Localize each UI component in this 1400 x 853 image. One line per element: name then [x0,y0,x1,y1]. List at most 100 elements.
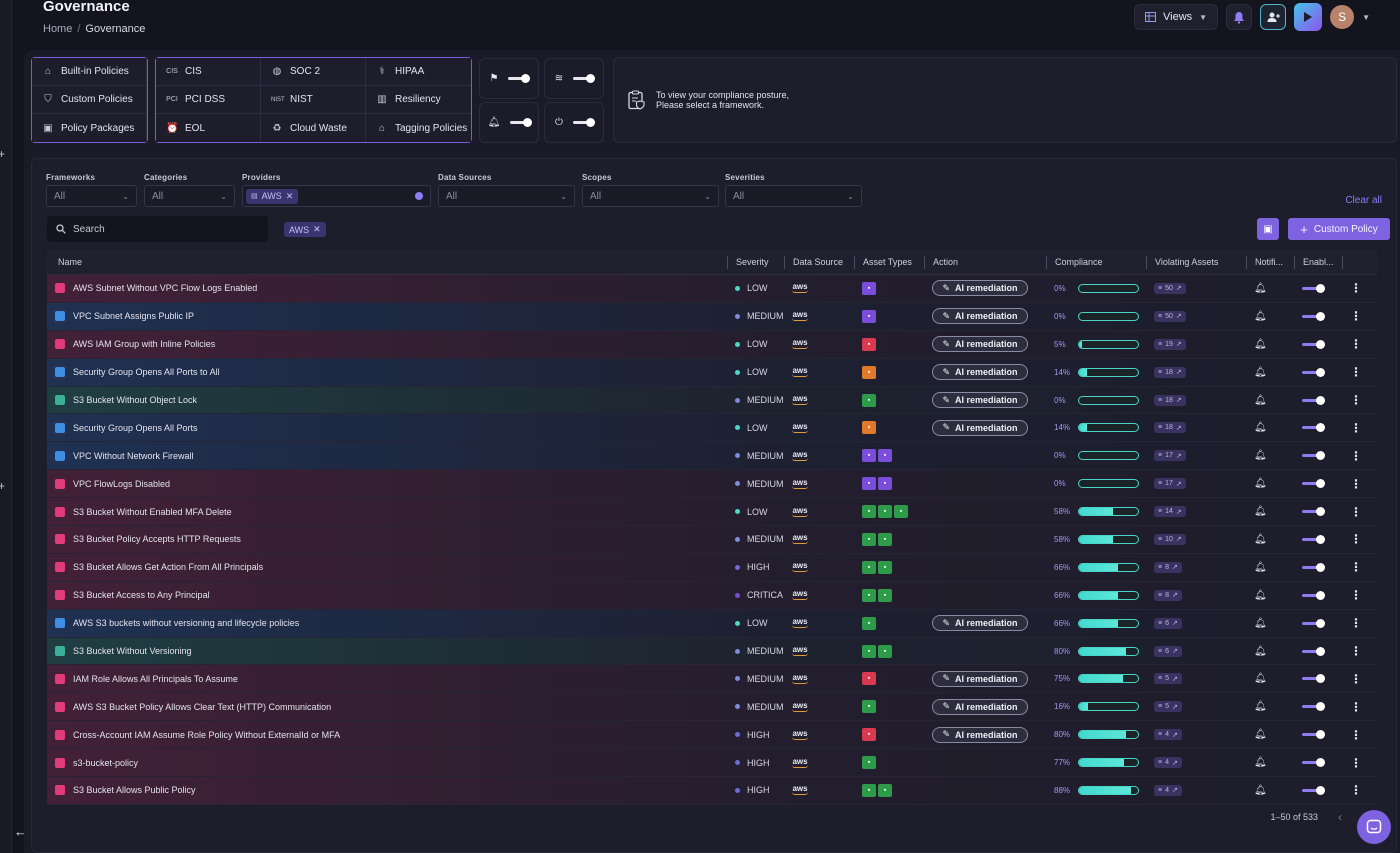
run-button[interactable] [1294,3,1323,31]
bell-toggle[interactable] [510,118,533,127]
violating-assets-chip[interactable]: ≡ 4 ↗ [1154,757,1182,769]
violating-assets-chip[interactable]: ≡ 4 ↗ [1154,729,1182,741]
bell-icon[interactable]: 🔔︎ [1254,533,1267,545]
policy-name-cell[interactable]: Security Group Opens All Ports to All [47,367,727,378]
providers-select[interactable]: ▤ AWS ✕ [242,185,431,207]
violating-assets-chip[interactable]: ≡ 4 ↗ [1154,784,1182,796]
framework-cis[interactable]: CIS CIS [156,58,261,86]
framework-hipaa[interactable]: ⚕ HIPAA [366,58,471,86]
collapse-arrow-icon[interactable]: ← [14,824,27,839]
bell-icon[interactable]: 🔔︎ [1254,422,1267,434]
more-vertical-icon[interactable]: ⋮ [1350,699,1362,714]
policy-name-cell[interactable]: S3 Bucket Without Object Lock [47,395,727,405]
policy-name-cell[interactable]: IAM Role Allows All Principals To Assume [47,673,727,684]
more-vertical-icon[interactable]: ⋮ [1350,448,1362,463]
enabled-toggle[interactable] [1302,311,1325,321]
breadcrumb-home[interactable]: Home [43,23,73,35]
data-sources-select[interactable]: All ⌄ [438,185,575,207]
violating-assets-chip[interactable]: ≡ 5 ↗ [1154,673,1182,685]
enabled-toggle[interactable] [1302,562,1325,572]
bell-icon[interactable]: 🔔︎ [1254,784,1267,796]
active-filter-chip-aws[interactable]: AWS ✕ [284,222,326,237]
previous-page-icon[interactable]: ‹ [1338,810,1342,824]
enabled-toggle[interactable] [1302,646,1325,656]
policy-packages-tab[interactable]: ▣ Policy Packages [32,114,147,142]
ai-remediation-button[interactable]: ✎ AI remediation [932,670,1028,687]
policy-name[interactable]: AWS S3 Bucket Policy Allows Clear Text (… [73,701,332,712]
policy-name-cell[interactable]: VPC Subnet Assigns Public IP [47,311,727,322]
violating-assets-chip[interactable]: ≡ 18 ↗ [1154,366,1186,378]
more-vertical-icon[interactable]: ⋮ [1350,420,1362,435]
policy-name[interactable]: s3-bucket-policy [73,757,139,768]
policy-name[interactable]: AWS S3 buckets without versioning and li… [73,618,300,629]
search-input[interactable]: Search [47,216,268,242]
severities-select[interactable]: All ⌄ [725,185,862,207]
table-row[interactable]: VPC FlowLogs Disabled MEDIUM aws ▪ ▪ 0% ≡… [47,470,1377,499]
avatar[interactable]: S [1330,5,1355,29]
table-row[interactable]: AWS Subnet Without VPC Flow Logs Enabled… [47,275,1377,303]
enabled-toggle[interactable] [1302,590,1325,600]
framework-nist[interactable]: NIST NIST [261,86,366,114]
bell-icon[interactable]: 🔔︎ [1254,617,1267,629]
enabled-toggle[interactable] [1302,534,1325,544]
policy-name[interactable]: Cross-Account IAM Assume Role Policy Wit… [73,729,341,740]
policy-name-cell[interactable]: S3 Bucket Allows Get Action From All Pri… [47,562,727,573]
policy-name[interactable]: VPC FlowLogs Disabled [73,478,171,489]
scopes-select[interactable]: All ⌄ [582,185,719,207]
violating-assets-chip[interactable]: ≡ 8 ↗ [1154,589,1182,601]
more-vertical-icon[interactable]: ⋮ [1350,532,1362,547]
enabled-toggle[interactable] [1302,730,1325,740]
bell-icon[interactable]: 🔔︎ [1254,478,1267,490]
enabled-toggle[interactable] [1302,451,1325,461]
framework-eol[interactable]: ⏰ EOL [156,114,261,142]
more-vertical-icon[interactable]: ⋮ [1350,727,1362,742]
ai-remediation-button[interactable]: ✎ AI remediation [932,336,1028,353]
enabled-toggle[interactable] [1302,283,1325,293]
clear-select-icon[interactable] [415,192,423,200]
violating-assets-chip[interactable]: ≡ 18 ↗ [1154,422,1186,434]
violating-assets-chip[interactable]: ≡ 5 ↗ [1154,701,1182,713]
policy-name[interactable]: S3 Bucket Allows Get Action From All Pri… [73,562,264,573]
policy-name[interactable]: S3 Bucket Without Enabled MFA Delete [73,506,232,517]
provider-chip-aws[interactable]: ▤ AWS ✕ [246,188,299,204]
table-row[interactable]: S3 Bucket Policy Accepts HTTP Requests M… [47,526,1377,554]
policy-name-cell[interactable]: S3 Bucket Policy Accepts HTTP Requests [47,534,727,545]
enabled-toggle[interactable] [1302,339,1325,349]
policy-name-cell[interactable]: S3 Bucket Without Versioning [47,646,727,657]
more-vertical-icon[interactable]: ⋮ [1350,504,1362,519]
frameworks-select[interactable]: All ⌄ [46,185,137,207]
violating-assets-chip[interactable]: ≡ 10 ↗ [1154,533,1186,545]
bell-icon[interactable]: 🔔︎ [1254,561,1267,573]
policy-name-cell[interactable]: Security Group Opens All Ports [47,422,727,433]
custom-policy-button[interactable]: + Custom Policy [1288,218,1390,240]
column-name[interactable]: Name [58,257,83,267]
policy-name[interactable]: Security Group Opens All Ports to All [73,367,220,378]
bell-icon[interactable]: 🔔︎ [1254,757,1267,769]
policy-name[interactable]: S3 Bucket Access to Any Principal [73,590,210,601]
enabled-toggle[interactable] [1302,785,1325,795]
policy-name-cell[interactable]: Cross-Account IAM Assume Role Policy Wit… [47,729,727,740]
table-row[interactable]: s3-bucket-policy HIGH aws ▪ 77% ≡ 4 ↗ 🔔︎… [47,749,1377,778]
ai-remediation-button[interactable]: ✎ AI remediation [932,392,1028,408]
framework-tagging-policies[interactable]: ⌂ Tagging Policies [366,114,471,142]
enabled-toggle[interactable] [1302,395,1325,405]
policy-name-cell[interactable]: AWS Subnet Without VPC Flow Logs Enabled [47,283,727,294]
custom-policies-tab[interactable]: ⛉ Custom Policies [32,86,147,114]
bell-icon[interactable]: 🔔︎ [1254,366,1267,378]
violating-assets-chip[interactable]: ≡ 6 ↗ [1154,617,1182,629]
policy-name-cell[interactable]: AWS S3 Bucket Policy Allows Clear Text (… [47,701,727,712]
ai-remediation-button[interactable]: ✎ AI remediation [932,698,1028,715]
policy-name-cell[interactable]: S3 Bucket Without Enabled MFA Delete [47,506,727,517]
table-row[interactable]: S3 Bucket Access to Any Principal CRITIC… [47,581,1377,610]
table-row[interactable]: S3 Bucket Without Object Lock MEDIUM aws… [47,386,1377,415]
violating-assets-chip[interactable]: ≡ 6 ↗ [1154,645,1182,657]
violating-assets-chip[interactable]: ≡ 17 ↗ [1154,450,1186,462]
more-vertical-icon[interactable]: ⋮ [1350,588,1362,603]
chat-support-button[interactable] [1357,810,1391,844]
violating-assets-chip[interactable]: ≡ 14 ↗ [1154,506,1186,518]
framework-cloud-waste[interactable]: ♻ Cloud Waste [261,114,366,142]
framework-pci-dss[interactable]: PCI PCI DSS [156,86,261,114]
table-row[interactable]: Security Group Opens All Ports to All LO… [47,358,1377,387]
enabled-toggle[interactable] [1302,507,1325,517]
table-row[interactable]: S3 Bucket Allows Public Policy HIGH aws … [47,777,1377,805]
